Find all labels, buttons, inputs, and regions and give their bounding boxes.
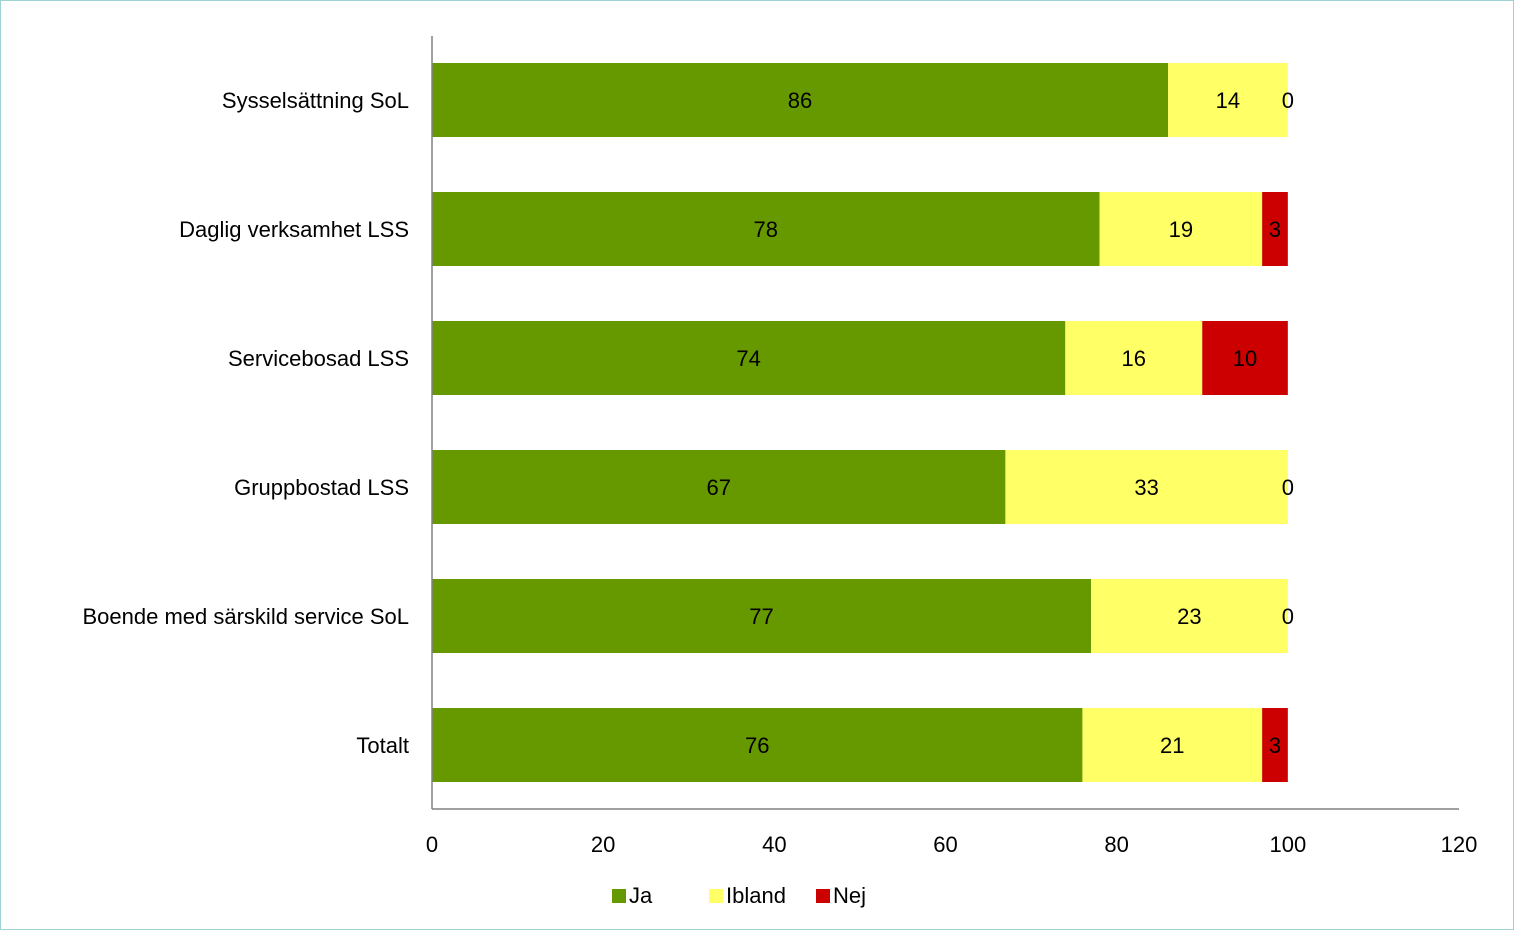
bar-ibland-boende-med-särskild-service-sol bbox=[1090, 579, 1288, 653]
data-label-nej-boende-med-särskild-service-sol: 0 bbox=[1282, 604, 1294, 629]
bar-ja-servicebosad-lss bbox=[432, 321, 1066, 395]
data-label-ibland-sysselsättning-sol: 14 bbox=[1216, 88, 1240, 113]
category-label-gruppbostad-lss: Gruppbostad LSS bbox=[234, 475, 409, 500]
x-tick-label-100: 100 bbox=[1269, 832, 1306, 857]
category-label-servicebosad-lss: Servicebosad LSS bbox=[228, 346, 409, 371]
x-tick-label-40: 40 bbox=[762, 832, 786, 857]
data-label-nej-sysselsättning-sol: 0 bbox=[1282, 88, 1294, 113]
data-label-ja-servicebosad-lss: 74 bbox=[736, 346, 760, 371]
category-labels-group: Sysselsättning SoL Daglig verksamhet LSS S… bbox=[83, 88, 410, 758]
bar-ja-totalt bbox=[432, 708, 1083, 782]
x-tick-label-80: 80 bbox=[1104, 832, 1128, 857]
data-label-nej-gruppbostad-lss: 0 bbox=[1282, 475, 1294, 500]
data-label-ja-boende-med-särskild-service-sol: 77 bbox=[749, 604, 773, 629]
legend-label-ibland: Ibland bbox=[726, 883, 786, 908]
x-tick-label-120: 120 bbox=[1441, 832, 1478, 857]
bar-ja-gruppbostad-lss bbox=[432, 450, 1006, 524]
data-label-ibland-gruppbostad-lss: 33 bbox=[1134, 475, 1158, 500]
data-label-ibland-servicebosad-lss: 16 bbox=[1122, 346, 1146, 371]
data-labels-group: 86 14 0 78 19 3 74 16 10 67 33 0 77 23 0 76 21 3 bbox=[706, 88, 1293, 758]
axes-group bbox=[431, 36, 1459, 810]
data-label-ja-sysselsättning-sol: 86 bbox=[788, 88, 812, 113]
bar-ibland-sysselsättning-sol bbox=[1168, 63, 1288, 137]
legend-swatch-nej bbox=[816, 889, 830, 903]
legend-label-ja: Ja bbox=[629, 883, 653, 908]
x-tick-label-60: 60 bbox=[933, 832, 957, 857]
bars-group bbox=[432, 63, 1288, 782]
bar-ibland-totalt bbox=[1082, 708, 1263, 782]
category-label-boende-med-särskild-service-sol: Boende med särskild service SoL bbox=[83, 604, 410, 629]
bar-ja-boende-med-särskild-service-sol bbox=[432, 579, 1091, 653]
data-label-ja-gruppbostad-lss: 67 bbox=[706, 475, 730, 500]
data-label-ja-daglig-verksamhet-lss: 78 bbox=[754, 217, 778, 242]
data-label-nej-daglig-verksamhet-lss: 3 bbox=[1269, 217, 1281, 242]
x-tick-label-0: 0 bbox=[426, 832, 438, 857]
data-label-nej-servicebosad-lss: 10 bbox=[1233, 346, 1257, 371]
bar-nej-daglig-verksamhet-lss bbox=[1262, 192, 1288, 266]
data-label-nej-totalt: 3 bbox=[1269, 733, 1281, 758]
category-label-daglig-verksamhet-lss: Daglig verksamhet LSS bbox=[179, 217, 409, 242]
bar-nej-totalt bbox=[1262, 708, 1288, 782]
legend: Ja Ibland Nej bbox=[612, 883, 866, 908]
data-label-ja-totalt: 76 bbox=[745, 733, 769, 758]
data-label-ibland-boende-med-särskild-service-sol: 23 bbox=[1177, 604, 1201, 629]
data-label-ibland-daglig-verksamhet-lss: 19 bbox=[1169, 217, 1193, 242]
bar-ja-sysselsättning-sol bbox=[432, 63, 1169, 137]
bar-ibland-servicebosad-lss bbox=[1065, 321, 1203, 395]
data-label-ibland-totalt: 21 bbox=[1160, 733, 1184, 758]
tick-labels-group: 0 20 40 60 80 100 120 bbox=[426, 832, 1477, 857]
legend-swatch-ibland bbox=[709, 889, 723, 903]
legend-swatch-ja bbox=[612, 889, 626, 903]
category-label-totalt: Totalt bbox=[356, 733, 409, 758]
category-label-sysselsättning-sol: Sysselsättning SoL bbox=[222, 88, 409, 113]
legend-label-nej: Nej bbox=[833, 883, 866, 908]
bar-ibland-gruppbostad-lss bbox=[1005, 450, 1288, 524]
bar-nej-servicebosad-lss bbox=[1202, 321, 1288, 395]
bar-ja-daglig-verksamhet-lss bbox=[432, 192, 1100, 266]
bar-ibland-daglig-verksamhet-lss bbox=[1099, 192, 1263, 266]
x-tick-label-20: 20 bbox=[591, 832, 615, 857]
